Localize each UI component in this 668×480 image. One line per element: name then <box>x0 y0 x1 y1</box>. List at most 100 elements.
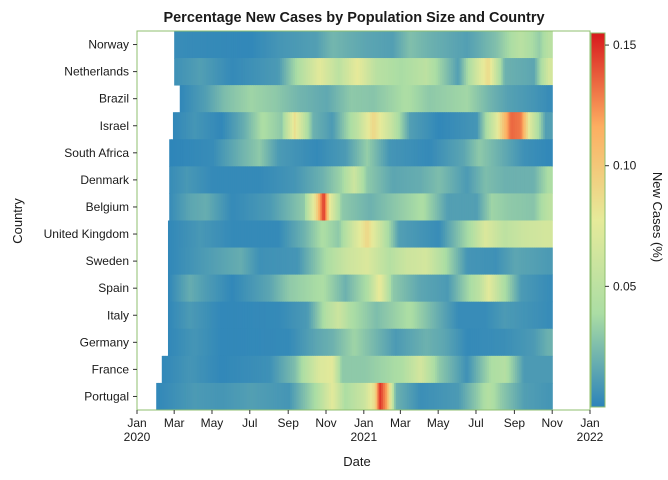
heatmap-cell <box>425 31 428 59</box>
heatmap-cell <box>293 139 297 167</box>
heatmap-cell <box>268 274 271 303</box>
heatmap-cell <box>234 247 238 276</box>
heatmap-cell <box>454 58 458 86</box>
heatmap-cell <box>182 355 185 384</box>
heatmap-cell <box>537 328 541 357</box>
heatmap-cell <box>391 274 394 303</box>
heatmap-cell <box>541 382 544 411</box>
heatmap-cell <box>471 328 474 357</box>
heatmap-cell <box>351 193 354 221</box>
heatmap-cell <box>210 139 213 167</box>
heatmap-cell <box>194 328 197 357</box>
heatmap-cell <box>237 85 240 113</box>
heatmap-cell <box>327 328 331 357</box>
heatmap-cell <box>218 58 222 86</box>
heatmap-cell <box>459 355 462 384</box>
heatmap-cell <box>495 85 499 113</box>
heatmap-cell <box>305 247 309 276</box>
heatmap-cell <box>208 247 212 276</box>
heatmap-cell <box>506 85 510 113</box>
heatmap-cell <box>376 220 379 248</box>
heatmap-cell <box>239 58 242 86</box>
heatmap-cell <box>280 85 283 113</box>
heatmap-cell <box>380 31 383 59</box>
heatmap-cell <box>381 112 384 140</box>
heatmap-cell <box>396 355 399 384</box>
heatmap-cell <box>409 382 412 411</box>
heatmap-cell <box>347 166 351 194</box>
heatmap-cell <box>436 166 440 194</box>
heatmap-cell <box>526 301 530 330</box>
heatmap-cell <box>176 166 180 194</box>
heatmap-cell <box>412 31 415 59</box>
heatmap-cell <box>210 328 214 357</box>
heatmap-cell <box>504 274 507 303</box>
heatmap-cell <box>548 382 551 411</box>
heatmap-cell <box>390 112 393 140</box>
heatmap-cell <box>290 193 293 221</box>
heatmap-cell <box>347 193 351 221</box>
heatmap-cell <box>202 355 206 384</box>
heatmap-cell <box>341 85 344 113</box>
heatmap-cell <box>408 58 411 86</box>
heatmap-cell <box>330 139 334 167</box>
heatmap-cell <box>295 166 299 194</box>
heatmap-cell <box>279 301 282 330</box>
heatmap-cell <box>376 85 380 113</box>
heatmap-cell <box>363 220 366 248</box>
heatmap-cell <box>513 220 517 248</box>
heatmap-cell <box>193 139 196 167</box>
heatmap-cell <box>511 328 515 357</box>
heatmap-cell <box>217 112 221 140</box>
heatmap-cell <box>518 31 521 59</box>
heatmap-cell <box>292 301 295 330</box>
heatmap-cell <box>202 139 206 167</box>
heatmap-cell <box>500 301 504 330</box>
heatmap-cell <box>211 382 215 411</box>
heatmap-cell <box>547 85 551 113</box>
heatmap-cell <box>293 58 296 86</box>
heatmap-cell <box>401 166 405 194</box>
heatmap-cell <box>493 328 496 357</box>
heatmap-cell <box>284 139 287 167</box>
heatmap-cell <box>519 31 523 59</box>
heatmap-cell <box>465 247 468 276</box>
heatmap-cell <box>304 112 308 140</box>
heatmap-cell <box>502 355 505 384</box>
heatmap-cell <box>263 58 266 86</box>
heatmap-cell <box>481 355 485 384</box>
heatmap-cell <box>202 193 206 221</box>
heatmap-cell <box>234 139 237 167</box>
heatmap-cell <box>249 247 253 276</box>
heatmap-cell <box>174 193 178 221</box>
heatmap-cell <box>539 247 543 276</box>
heatmap-cell <box>489 247 493 276</box>
heatmap-cell <box>448 274 452 303</box>
heatmap-cell <box>294 274 297 303</box>
heatmap-cell <box>281 301 284 330</box>
heatmap-cell <box>361 274 364 303</box>
heatmap-cell <box>246 328 249 357</box>
heatmap-cell <box>404 274 407 303</box>
heatmap-cell <box>231 220 234 248</box>
heatmap-cell <box>405 220 409 248</box>
heatmap-cell <box>476 274 480 303</box>
heatmap-cell <box>270 274 273 303</box>
heatmap-cell <box>208 220 212 248</box>
heatmap-cell <box>323 112 326 140</box>
heatmap-cell <box>266 220 269 248</box>
heatmap-cell <box>249 139 252 167</box>
heatmap-cell <box>432 85 436 113</box>
heatmap-cell <box>344 220 348 248</box>
heatmap-cell <box>481 112 485 140</box>
heatmap-cell <box>267 31 270 59</box>
heatmap-cell <box>428 328 431 357</box>
heatmap-cell <box>455 355 458 384</box>
heatmap-cell <box>255 58 259 86</box>
heatmap-cell <box>381 328 385 357</box>
heatmap-cell <box>172 139 176 167</box>
heatmap-cell <box>286 382 289 411</box>
heatmap-cell <box>438 166 442 194</box>
heatmap-cell <box>464 139 468 167</box>
heatmap-cell <box>301 139 304 167</box>
